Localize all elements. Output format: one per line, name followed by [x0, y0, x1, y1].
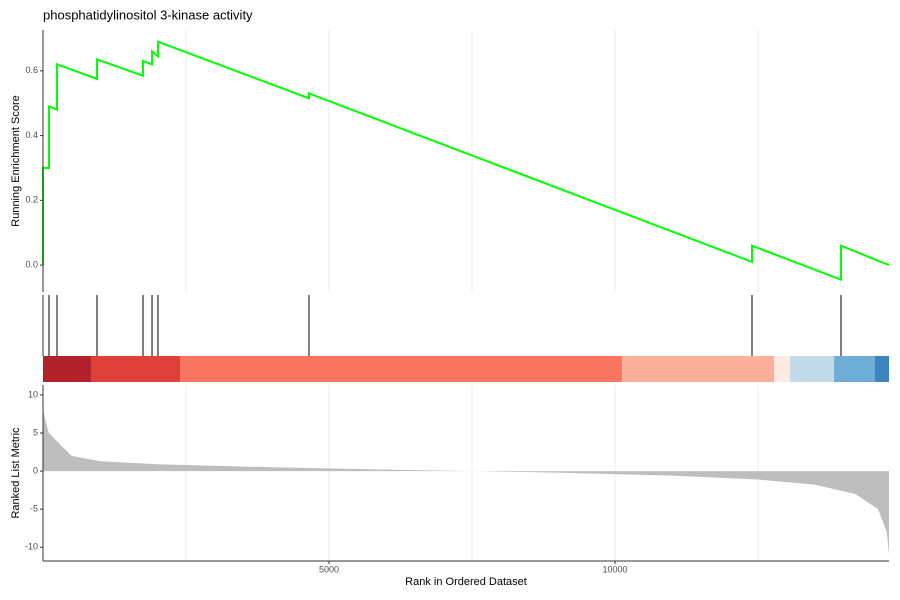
y-tick-label: -5 [30, 504, 38, 514]
rank-band [90, 356, 180, 382]
rank-band [774, 356, 790, 382]
y-tick-label: -10 [25, 542, 38, 552]
x-tick-label: 5000 [319, 564, 339, 574]
rank-band [43, 356, 91, 382]
y-tick-label: 0.6 [25, 65, 38, 75]
y-tick-label: 0.0 [25, 259, 38, 269]
rank-band [179, 356, 622, 382]
y-tick-label: 10 [28, 389, 38, 399]
chart-title: phosphatidylinositol 3-kinase activity [43, 7, 253, 22]
rank-band [874, 356, 889, 382]
y-axis-label: Ranked List Metric [10, 427, 22, 519]
y-tick-label: 0.4 [25, 130, 38, 140]
y-axis-label: Running Enrichment Score [10, 95, 22, 226]
es-line [42, 40, 890, 282]
y-tick-label: 0.2 [25, 195, 38, 205]
rank-band [834, 356, 875, 382]
x-axis-label: Rank in Ordered Dataset [405, 576, 527, 588]
y-tick-label: 0 [33, 465, 38, 475]
x-tick-label: 10000 [602, 564, 627, 574]
rank-band [789, 356, 835, 382]
metric-area [43, 410, 889, 555]
y-tick-label: 5 [33, 427, 38, 437]
rank-band [621, 356, 775, 382]
